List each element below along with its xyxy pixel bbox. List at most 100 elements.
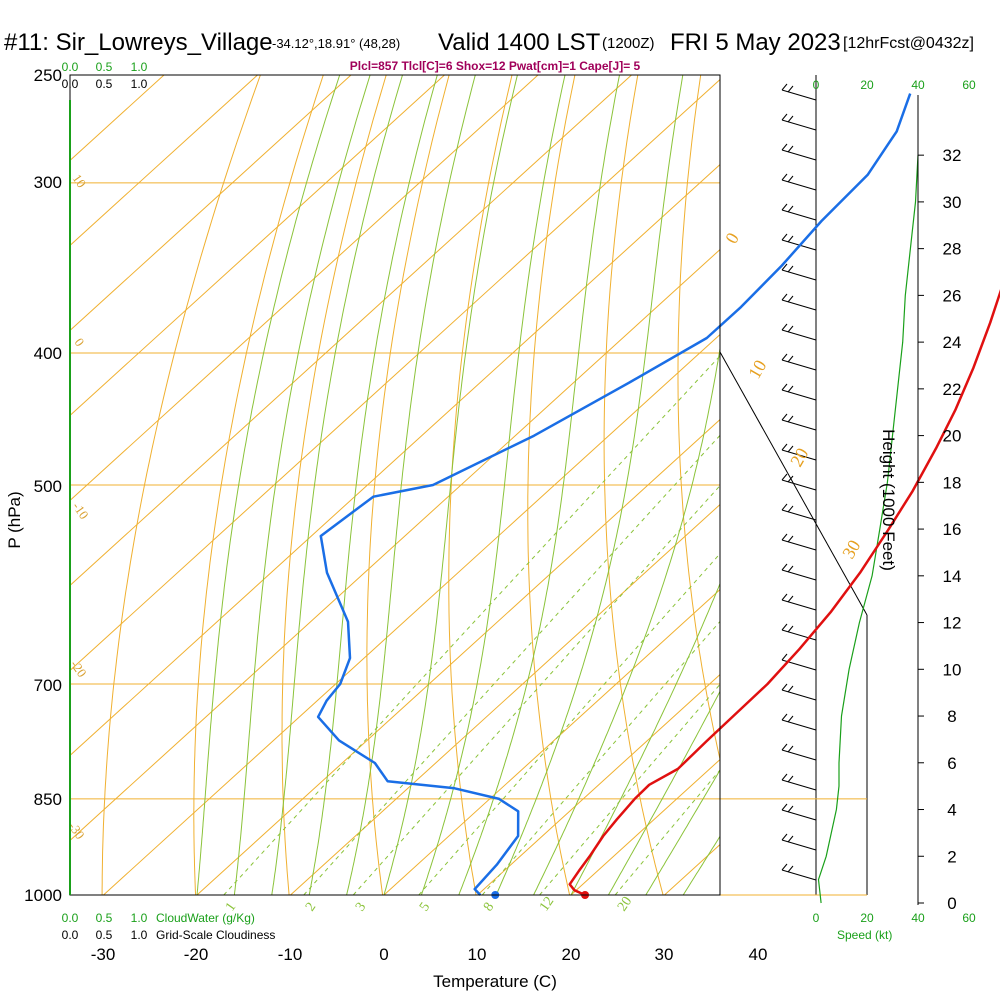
wind-barb-flag bbox=[787, 385, 794, 393]
height-tick: 8 bbox=[947, 707, 956, 726]
wind-barb-shaft bbox=[781, 539, 817, 551]
temperature-tick: 10 bbox=[468, 945, 487, 964]
wind-barb-flag bbox=[787, 625, 794, 633]
wind-barb bbox=[781, 323, 817, 341]
wind-barb-flag bbox=[781, 533, 788, 541]
wind-barb bbox=[781, 623, 817, 641]
height-tick: 32 bbox=[943, 146, 962, 165]
isotherm-line bbox=[70, 75, 258, 247]
wind-barb-flag bbox=[787, 565, 794, 573]
isotherm-line bbox=[70, 163, 720, 757]
wind-barb bbox=[781, 413, 817, 431]
wind-barb-flag bbox=[781, 143, 788, 151]
wind-barb-flag bbox=[781, 323, 788, 331]
cloudiness-tick: 0.5 bbox=[96, 928, 113, 942]
wind-barb-flag bbox=[787, 235, 794, 243]
isotherm-line bbox=[290, 503, 720, 895]
wind-barb-flag bbox=[787, 835, 794, 843]
cloud-tick: 0.0 bbox=[62, 911, 79, 925]
cloudiness-label: Grid-Scale Cloudiness bbox=[156, 928, 275, 942]
wind-barb-flag bbox=[781, 593, 788, 601]
wind-barb-shaft bbox=[781, 869, 817, 881]
wind-barb-flag bbox=[787, 175, 794, 183]
pressure-tick: 250 bbox=[34, 66, 62, 85]
temperature-axis: -30 -20 -10 0 10 20 30 40 Temperature (C… bbox=[91, 945, 768, 991]
wind-barb-flag bbox=[781, 203, 788, 211]
wind-barb-shaft bbox=[781, 779, 817, 791]
mixing-ratio-label: 2 bbox=[303, 900, 319, 914]
wind-barb-shaft bbox=[781, 299, 817, 311]
dry-adiabat-line bbox=[281, 75, 387, 895]
cloud-tick: 1.0 bbox=[131, 911, 148, 925]
wind-barb-shaft bbox=[781, 329, 817, 341]
wind-speed-line bbox=[817, 155, 919, 904]
wind-barb-flag bbox=[787, 505, 794, 513]
mixing-ratio-line bbox=[418, 552, 720, 895]
wind-barb bbox=[781, 293, 817, 311]
height-tick: 0 bbox=[947, 894, 956, 913]
wind-barb bbox=[781, 113, 817, 131]
wind-barb bbox=[781, 533, 817, 551]
cloud-tick: 0.5 bbox=[96, 911, 113, 925]
temperature-tick: 30 bbox=[655, 945, 674, 964]
wind-barb-flag bbox=[787, 295, 794, 303]
pressure-tick: 700 bbox=[34, 676, 62, 695]
height-axis-label: Height (1000 Feet) bbox=[879, 429, 898, 571]
mixing-ratio-label: 20 bbox=[615, 894, 635, 914]
wind-barb-flag bbox=[781, 83, 788, 91]
dry-adiabat-line bbox=[193, 75, 324, 895]
speed-axis: 0 20 40 60 0 20 40 60 Speed (kt) bbox=[813, 78, 976, 942]
pressure-tick: 300 bbox=[34, 173, 62, 192]
wind-barb-shaft bbox=[781, 839, 817, 851]
wind-barb-flag bbox=[781, 443, 788, 451]
pressure-tick: 850 bbox=[34, 790, 62, 809]
isotherm-line bbox=[70, 75, 352, 332]
isotherm-line bbox=[852, 75, 1000, 895]
wind-barb-flag bbox=[781, 383, 788, 391]
isotherm-line bbox=[477, 673, 720, 895]
moist-adiabat-line bbox=[196, 75, 341, 895]
wind-barb-flag bbox=[787, 85, 794, 93]
height-tick: 24 bbox=[943, 333, 962, 352]
mixing-ratio-label: 12 bbox=[537, 894, 557, 914]
temperature-tick: 40 bbox=[749, 945, 768, 964]
temperature-tick: 20 bbox=[562, 945, 581, 964]
isotherm-line bbox=[70, 75, 445, 417]
wind-barb bbox=[781, 743, 817, 761]
wind-barb-flag bbox=[787, 415, 794, 423]
mixing-ratio-line bbox=[481, 620, 720, 895]
wind-barb-flag bbox=[787, 805, 794, 813]
wind-barb-shaft bbox=[781, 89, 817, 101]
wind-barb bbox=[781, 503, 817, 521]
pressure-tick: 400 bbox=[34, 344, 62, 363]
cloud-water-label: CloudWater (g/Kg) bbox=[156, 911, 255, 925]
wind-barb-flag bbox=[787, 445, 794, 453]
wind-barb-flag bbox=[781, 173, 788, 181]
dry-adiabat-line bbox=[750, 51, 861, 924]
valid-date: FRI 5 May 2023 bbox=[670, 29, 841, 56]
cloudiness-tick: 1.0 bbox=[131, 77, 148, 91]
isotherm-line bbox=[70, 78, 720, 672]
isotherm-line bbox=[70, 75, 632, 587]
isotherm-line bbox=[70, 248, 720, 842]
valid-time: Valid 1400 LST bbox=[438, 29, 601, 56]
isotherm-label: 0 bbox=[721, 229, 743, 247]
speed-tick: 0 bbox=[813, 78, 820, 92]
wind-barb-flag bbox=[787, 205, 794, 213]
wind-barb-flag bbox=[781, 563, 788, 571]
pressure-axis-label: P (hPa) bbox=[5, 491, 24, 548]
wind-barb-flag bbox=[781, 353, 788, 361]
height-tick: 10 bbox=[943, 660, 962, 679]
pressure-tick: 500 bbox=[34, 477, 62, 496]
speed-tick: 60 bbox=[962, 78, 976, 92]
moist-adiabat-line bbox=[495, 75, 684, 895]
wind-barb-flag bbox=[787, 145, 794, 153]
speed-tick: 20 bbox=[860, 911, 874, 925]
mixing-ratio-label: 5 bbox=[417, 900, 433, 914]
temperature-tick: -20 bbox=[184, 945, 209, 964]
moist-adiabat-line bbox=[346, 75, 476, 895]
height-tick: 30 bbox=[943, 193, 962, 212]
wind-barb bbox=[781, 593, 817, 611]
wind-barb-flag bbox=[781, 113, 788, 121]
